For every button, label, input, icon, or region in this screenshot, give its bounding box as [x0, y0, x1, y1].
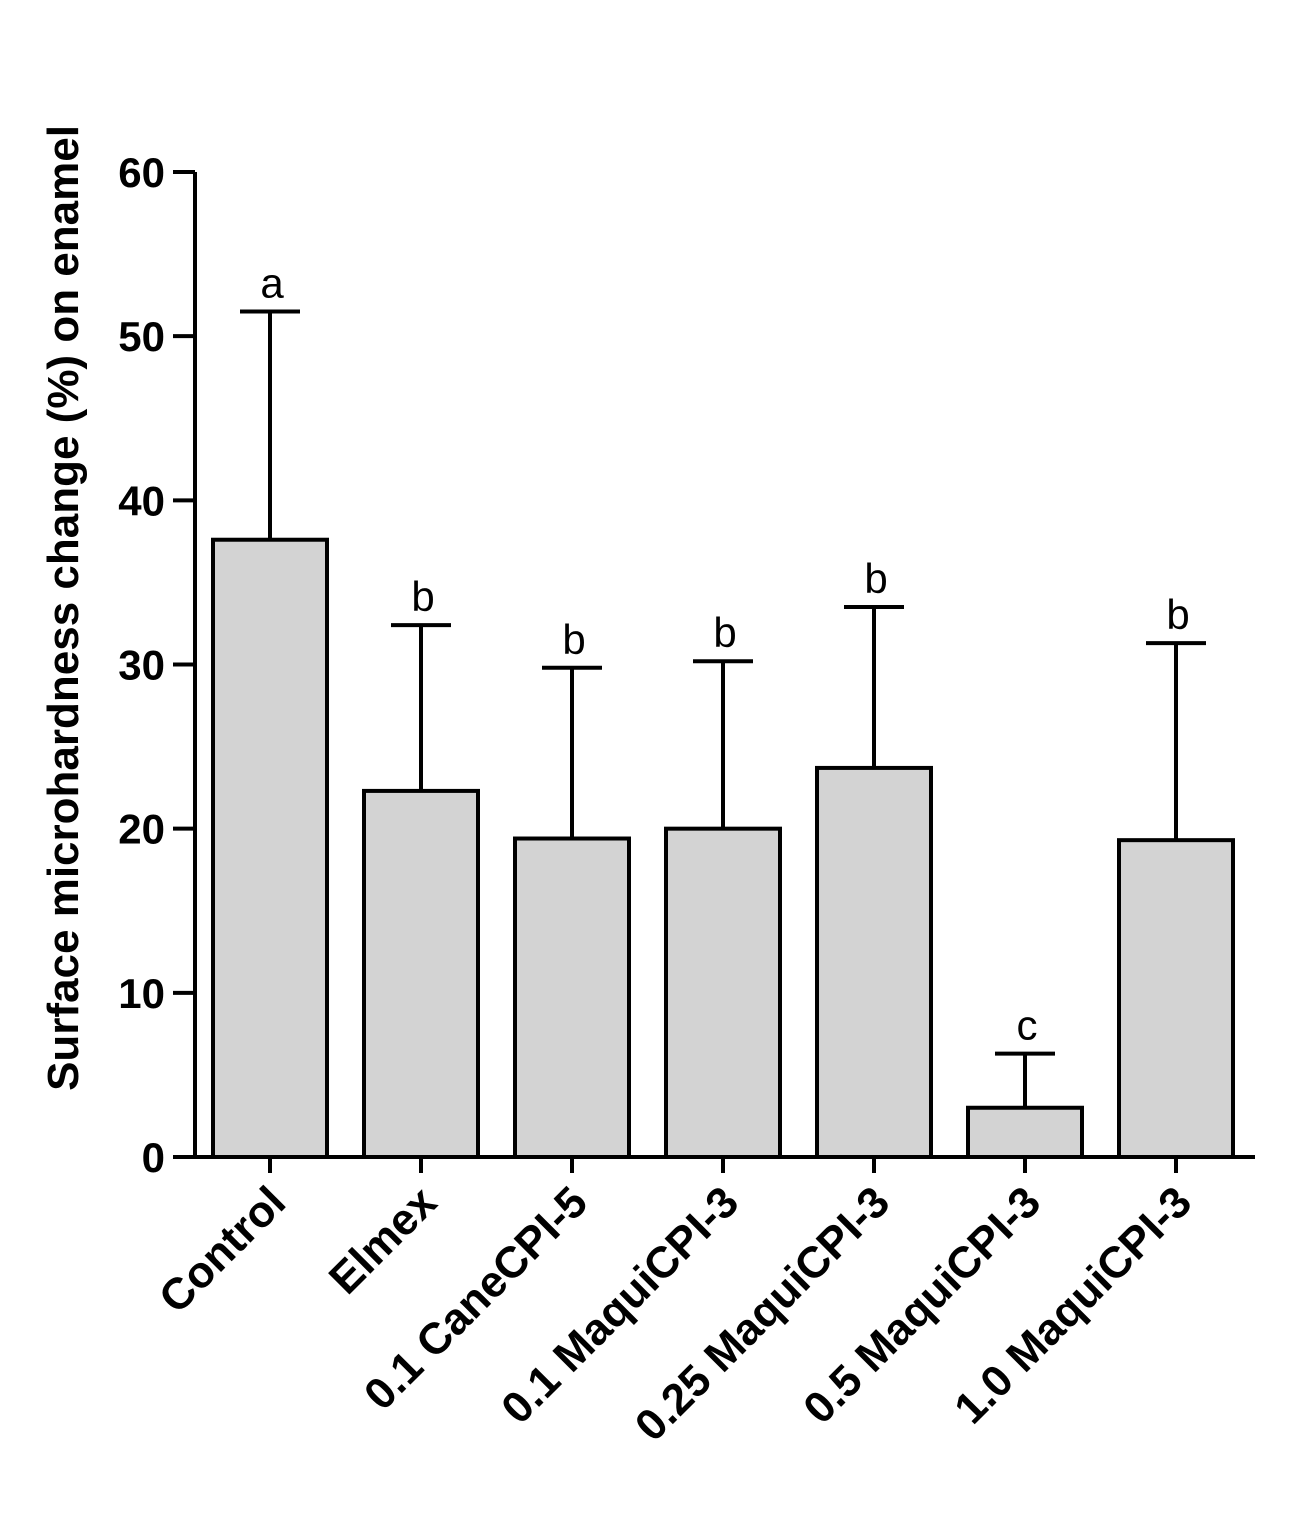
y-tick-label: 40 [118, 477, 165, 524]
bar-6 [966, 1105, 1084, 1159]
bar-1 [211, 537, 329, 1159]
y-tick-label: 10 [118, 970, 165, 1017]
bar-4 [664, 826, 782, 1160]
significance-label-4: b [713, 609, 736, 656]
y-tick-label: 0 [142, 1134, 165, 1181]
significance-label-7: b [1166, 591, 1189, 638]
significance-labels-layer: a b b b b c b [260, 260, 1189, 1049]
significance-label-3: b [562, 616, 585, 663]
x-category-label: 0.25 MaquiCPI-3 [626, 1177, 899, 1450]
y-tick-label: 60 [118, 149, 165, 196]
significance-label-2: b [411, 573, 434, 620]
y-ticks-layer: 0 10 20 30 40 50 60 [118, 149, 195, 1181]
bar-2 [362, 788, 480, 1159]
y-tick-label: 20 [118, 806, 165, 853]
x-category-label: Control [150, 1177, 295, 1322]
y-tick-label: 30 [118, 642, 165, 689]
bar-7 [1117, 838, 1235, 1159]
y-tick-label: 50 [118, 313, 165, 360]
y-axis-title: Surface microhardness change (%) on enam… [39, 125, 88, 1091]
significance-label-6: c [1017, 1002, 1038, 1049]
bar-5 [815, 765, 933, 1159]
y-axis-title-group: Surface microhardness change (%) on enam… [39, 125, 88, 1091]
error-bars-layer [240, 309, 1206, 1108]
bar-3 [513, 836, 631, 1159]
x-category-label: Elmex [320, 1177, 447, 1304]
significance-label-5: b [864, 555, 887, 602]
significance-label-1: a [260, 260, 284, 307]
